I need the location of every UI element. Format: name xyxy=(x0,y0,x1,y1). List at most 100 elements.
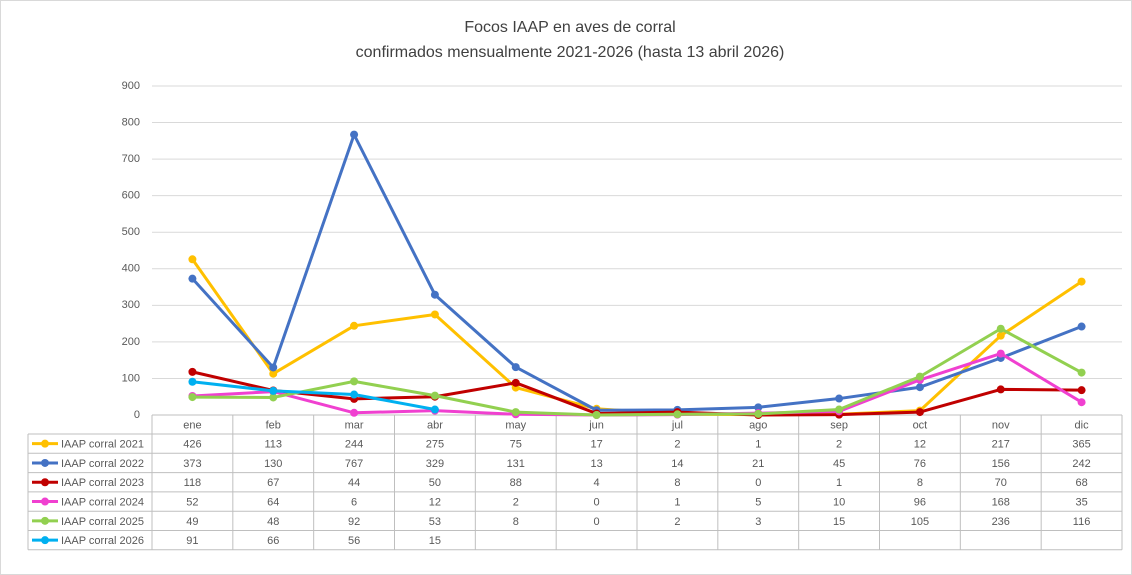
table-cell: 56 xyxy=(348,535,360,547)
series-line xyxy=(192,327,1083,417)
table-cell: 2 xyxy=(674,439,680,451)
table-cell: 52 xyxy=(186,496,198,508)
point xyxy=(1077,277,1086,286)
legend-marker xyxy=(41,439,49,448)
point xyxy=(269,363,278,372)
table-cell: 14 xyxy=(671,458,683,470)
legend-marker xyxy=(41,536,49,545)
table-cell: 329 xyxy=(426,458,444,470)
chart-subtitle: confirmados mensualmente 2021-2026 (hast… xyxy=(356,44,785,61)
point xyxy=(673,410,682,419)
y-tick-label: 0 xyxy=(134,409,140,421)
point xyxy=(269,393,278,402)
point xyxy=(1077,322,1086,331)
x-tick-label: feb xyxy=(266,419,281,431)
point xyxy=(996,331,1005,340)
point xyxy=(350,321,359,330)
table-cell: 17 xyxy=(590,439,602,451)
y-tick-label: 600 xyxy=(122,190,140,202)
point xyxy=(996,385,1005,394)
table-cell: 8 xyxy=(513,516,519,528)
table-cell: 12 xyxy=(914,439,926,451)
point xyxy=(430,405,439,414)
table-cell: 68 xyxy=(1075,477,1087,489)
point xyxy=(269,386,278,395)
table-cell: 44 xyxy=(348,477,360,489)
table-cell: 767 xyxy=(345,458,363,470)
point xyxy=(350,377,359,386)
y-tick-label: 200 xyxy=(122,336,140,348)
table-cell: 2 xyxy=(836,439,842,451)
table-cell: 1 xyxy=(755,439,761,451)
table-cell: 4 xyxy=(594,477,600,489)
table-cell: 236 xyxy=(992,516,1010,528)
legend-marker xyxy=(41,516,49,525)
table-cell: 70 xyxy=(995,477,1007,489)
table-cell: 3 xyxy=(755,516,761,528)
y-tick-label: 400 xyxy=(122,263,140,275)
table-cell: 2 xyxy=(513,496,519,508)
table-cell: 96 xyxy=(914,496,926,508)
table-cell: 118 xyxy=(184,477,202,489)
legend-label: IAAP corral 2024 xyxy=(61,496,144,508)
series-line xyxy=(191,133,1083,412)
point xyxy=(350,390,359,399)
table-cell: 217 xyxy=(992,439,1010,451)
table-cell: 365 xyxy=(1072,439,1090,451)
x-tick-label: oct xyxy=(913,419,928,431)
y-tick-label: 700 xyxy=(122,153,140,165)
legend-label: IAAP corral 2023 xyxy=(61,477,144,489)
table-cell: 1 xyxy=(674,496,680,508)
table-cell: 12 xyxy=(429,496,441,508)
legend-marker xyxy=(41,478,49,487)
x-tick-label: nov xyxy=(992,419,1010,431)
table-cell: 64 xyxy=(267,496,279,508)
x-tick-label: mar xyxy=(345,419,364,431)
table-cell: 275 xyxy=(426,439,444,451)
x-tick-label: may xyxy=(505,419,526,431)
table-cell: 67 xyxy=(267,477,279,489)
x-tick-label: jun xyxy=(588,419,604,431)
table-cell: 21 xyxy=(752,458,764,470)
point xyxy=(188,274,197,283)
point xyxy=(188,367,197,376)
x-tick-label: abr xyxy=(427,419,443,431)
table-cell: 0 xyxy=(594,496,600,508)
table-cell: 105 xyxy=(911,516,929,528)
table-cell: 45 xyxy=(833,458,845,470)
table-cell: 426 xyxy=(183,439,201,451)
table-cell: 88 xyxy=(510,477,522,489)
point xyxy=(188,255,197,264)
table-cell: 10 xyxy=(833,496,845,508)
table-cell: 156 xyxy=(992,458,1010,470)
table-cell: 76 xyxy=(914,458,926,470)
table-cell: 2 xyxy=(674,516,680,528)
table-cell: 15 xyxy=(429,535,441,547)
point xyxy=(835,394,844,403)
table-cell: 15 xyxy=(833,516,845,528)
point xyxy=(996,349,1005,358)
point xyxy=(188,393,197,402)
point xyxy=(511,408,520,417)
legend-label: IAAP corral 2022 xyxy=(61,458,144,470)
table-cell: 8 xyxy=(674,477,680,489)
point xyxy=(1077,398,1086,407)
point xyxy=(915,372,924,381)
table-cell: 0 xyxy=(755,477,761,489)
table-cell: 130 xyxy=(264,458,282,470)
point xyxy=(1077,386,1086,395)
table-cell: 53 xyxy=(429,516,441,528)
legend-label: IAAP corral 2026 xyxy=(61,535,144,547)
table-cell: 5 xyxy=(755,496,761,508)
point xyxy=(1077,368,1086,377)
legend-marker xyxy=(41,458,49,467)
table-cell: 168 xyxy=(992,496,1010,508)
legend-label: IAAP corral 2021 xyxy=(61,439,144,451)
point xyxy=(188,377,197,386)
legend-label: IAAP corral 2025 xyxy=(61,516,144,528)
series-line xyxy=(192,370,1082,417)
point xyxy=(915,383,924,392)
point xyxy=(835,405,844,414)
